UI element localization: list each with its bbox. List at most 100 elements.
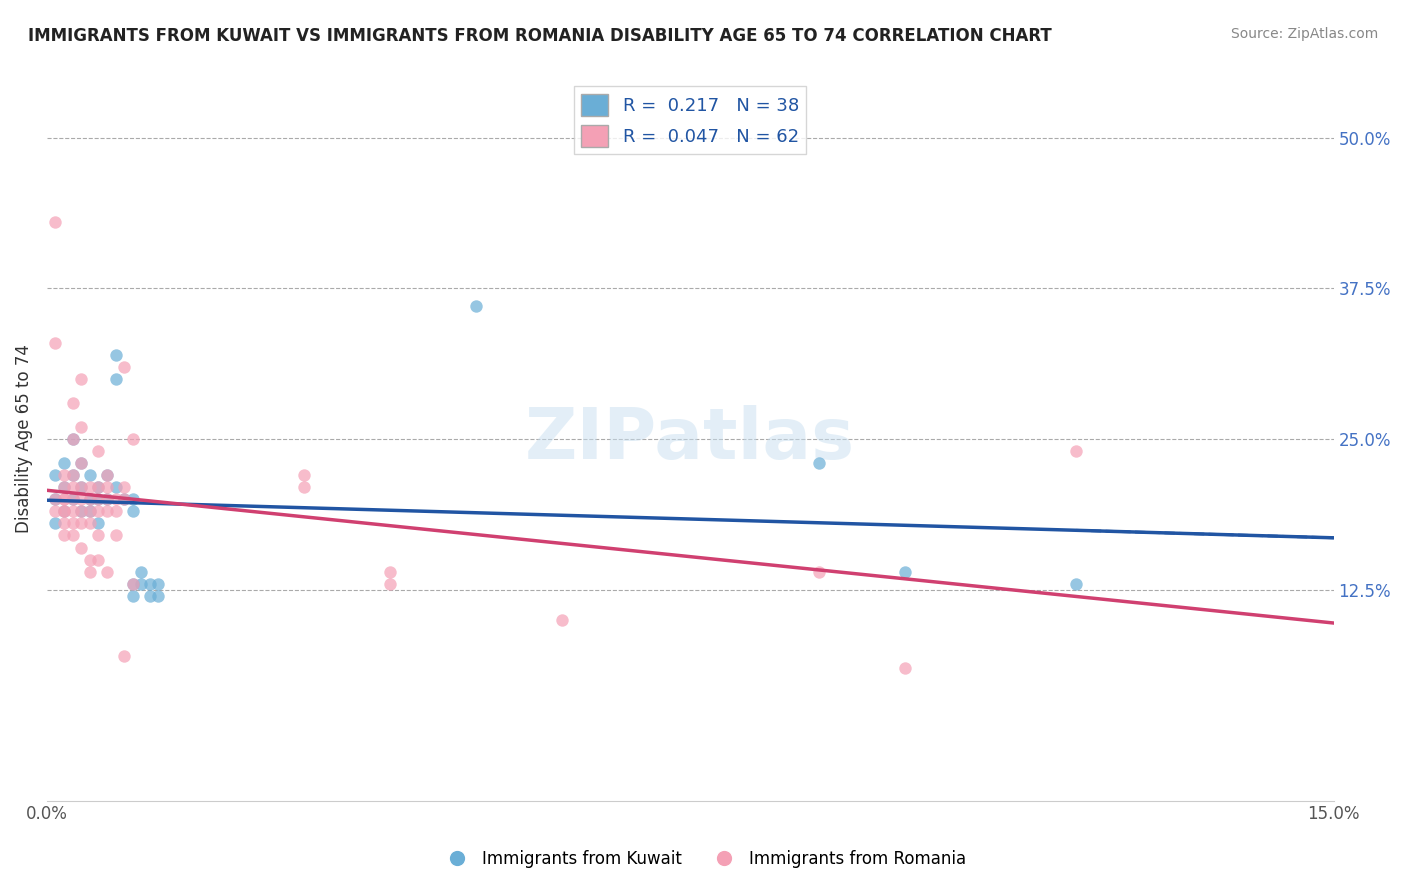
Point (148, 589, 170, 603)
Point (129, 576, 152, 591)
Point (62, 468, 84, 483)
Point (53, 504, 76, 518)
Point (53, 492, 76, 507)
Point (70, 504, 93, 518)
Point (96, 504, 118, 518)
Point (79, 504, 101, 518)
Point (96, 468, 118, 483)
Point (96, 468, 118, 483)
Point (148, 576, 170, 591)
Point (44, 492, 66, 507)
Point (121, 589, 143, 603)
Point (62, 492, 84, 507)
Point (96, 492, 118, 507)
Point (104, 348, 127, 362)
Point (104, 504, 127, 518)
Point (53, 504, 76, 518)
Point (79, 552, 101, 566)
Point (893, 565, 915, 579)
Point (96, 565, 118, 579)
Point (53, 480, 76, 494)
Point (62, 468, 84, 483)
Point (378, 565, 401, 579)
Point (87, 552, 110, 566)
Point (62, 432, 84, 446)
Point (62, 528, 84, 542)
Point (807, 565, 830, 579)
Point (96, 480, 118, 494)
Point (44, 215, 66, 229)
Point (62, 480, 84, 494)
Point (53, 516, 76, 531)
Point (87, 504, 110, 518)
Point (70, 504, 93, 518)
Point (112, 359, 135, 374)
Point (79, 516, 101, 531)
Point (1064, 444, 1087, 458)
Point (53, 528, 76, 542)
Point (104, 492, 127, 507)
Point (53, 480, 76, 494)
Point (139, 576, 162, 591)
Point (53, 492, 76, 507)
Point (70, 541, 93, 555)
Point (121, 576, 143, 591)
Point (139, 589, 162, 603)
Point (104, 480, 127, 494)
Point (79, 468, 101, 483)
Point (79, 480, 101, 494)
Text: ZIPatlas: ZIPatlas (524, 405, 855, 474)
Point (807, 456, 830, 470)
Point (87, 516, 110, 531)
Point (62, 432, 84, 446)
Point (112, 492, 135, 507)
Point (79, 504, 101, 518)
Legend: R =  0.217   N = 38, R =  0.047   N = 62: R = 0.217 N = 38, R = 0.047 N = 62 (574, 87, 806, 154)
Point (121, 492, 143, 507)
Point (44, 335, 66, 350)
Point (893, 661, 915, 675)
Point (112, 480, 135, 494)
Point (70, 480, 93, 494)
Point (96, 492, 118, 507)
Point (104, 528, 127, 542)
Point (79, 565, 101, 579)
Text: Source: ZipAtlas.com: Source: ZipAtlas.com (1230, 27, 1378, 41)
Point (121, 504, 143, 518)
Point (87, 492, 110, 507)
Point (550, 613, 572, 627)
Point (70, 420, 93, 434)
Point (1064, 576, 1087, 591)
Point (87, 528, 110, 542)
Point (53, 504, 76, 518)
Legend: Immigrants from Kuwait, Immigrants from Romania: Immigrants from Kuwait, Immigrants from … (433, 844, 973, 875)
Point (62, 504, 84, 518)
Point (112, 492, 135, 507)
Point (53, 468, 76, 483)
Point (70, 456, 93, 470)
Point (292, 480, 315, 494)
Point (121, 576, 143, 591)
Point (87, 480, 110, 494)
Point (79, 492, 101, 507)
Point (87, 480, 110, 494)
Point (44, 504, 66, 518)
Point (70, 456, 93, 470)
Point (44, 516, 66, 531)
Point (44, 468, 66, 483)
Point (62, 516, 84, 531)
Point (79, 492, 101, 507)
Point (464, 300, 486, 314)
Point (70, 372, 93, 386)
Y-axis label: Disability Age 65 to 74: Disability Age 65 to 74 (15, 344, 32, 533)
Point (121, 432, 143, 446)
Point (129, 565, 152, 579)
Point (44, 492, 66, 507)
Point (87, 444, 110, 458)
Point (53, 456, 76, 470)
Point (112, 648, 135, 663)
Point (87, 492, 110, 507)
Point (70, 516, 93, 531)
Point (62, 396, 84, 410)
Point (378, 576, 401, 591)
